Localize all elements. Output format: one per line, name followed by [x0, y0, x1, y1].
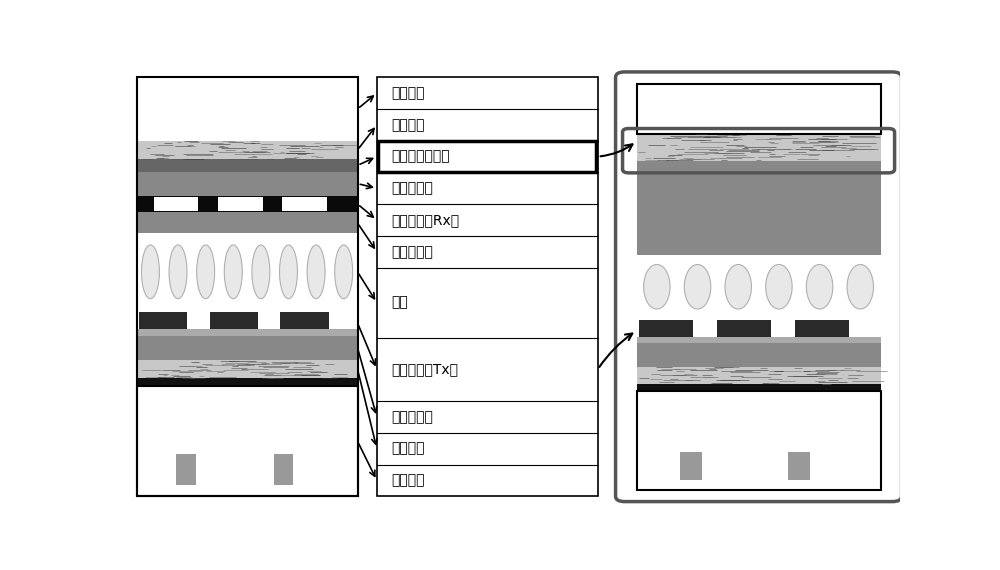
Bar [137, 159, 358, 172]
Bar [639, 320, 693, 337]
Bar [717, 320, 771, 337]
Bar [137, 336, 358, 360]
FancyBboxPatch shape [616, 72, 902, 502]
Text: 液晶: 液晶 [391, 296, 408, 310]
Bar [637, 337, 881, 343]
Text: 抗干扰防静电膜: 抗干扰防静电膜 [391, 149, 449, 164]
Bar [274, 454, 293, 485]
Bar [637, 392, 881, 490]
Bar [137, 213, 358, 234]
Ellipse shape [169, 245, 187, 299]
Text: 前偏光片: 前偏光片 [391, 118, 424, 132]
Bar [176, 454, 196, 485]
Text: 保护玻璃: 保护玻璃 [391, 86, 424, 100]
Bar [637, 84, 881, 135]
Ellipse shape [806, 264, 833, 309]
Ellipse shape [252, 245, 270, 299]
Bar [137, 378, 358, 386]
Text: 背光模组: 背光模组 [391, 474, 424, 487]
Ellipse shape [847, 264, 874, 309]
Bar [378, 141, 596, 173]
Bar [137, 360, 358, 378]
Bar [137, 172, 358, 196]
Bar [788, 453, 810, 480]
Bar [637, 343, 881, 367]
Bar [637, 148, 881, 161]
Bar [137, 77, 358, 496]
Bar [637, 161, 881, 255]
Bar [637, 367, 881, 384]
Bar [282, 197, 327, 211]
Bar [137, 77, 358, 141]
Ellipse shape [307, 245, 325, 299]
Bar [137, 196, 358, 213]
Ellipse shape [197, 245, 215, 299]
Bar [137, 329, 358, 336]
Ellipse shape [224, 245, 242, 299]
Text: 前导电玻璃: 前导电玻璃 [391, 181, 433, 196]
Bar [637, 135, 881, 148]
Ellipse shape [684, 264, 711, 309]
Bar [210, 312, 258, 329]
Bar [139, 312, 187, 329]
Ellipse shape [766, 264, 792, 309]
Text: 彩色滤光片: 彩色滤光片 [391, 245, 433, 259]
Bar [137, 141, 358, 159]
Ellipse shape [335, 245, 353, 299]
Bar [637, 384, 881, 392]
Bar [154, 197, 198, 211]
Text: 后偏光片: 后偏光片 [391, 442, 424, 455]
Ellipse shape [644, 264, 670, 309]
Ellipse shape [725, 264, 751, 309]
Bar [680, 453, 702, 480]
Bar [280, 312, 329, 329]
Bar [137, 386, 358, 496]
Bar [218, 197, 263, 211]
Text: 感测线路（Rx）: 感测线路（Rx） [391, 213, 459, 227]
Text: 驱动线路（Tx）: 驱动线路（Tx） [391, 363, 458, 376]
Bar [377, 77, 598, 496]
Bar [795, 320, 849, 337]
Ellipse shape [280, 245, 297, 299]
Ellipse shape [141, 245, 159, 299]
Text: 后导电玻璃: 后导电玻璃 [391, 410, 433, 424]
